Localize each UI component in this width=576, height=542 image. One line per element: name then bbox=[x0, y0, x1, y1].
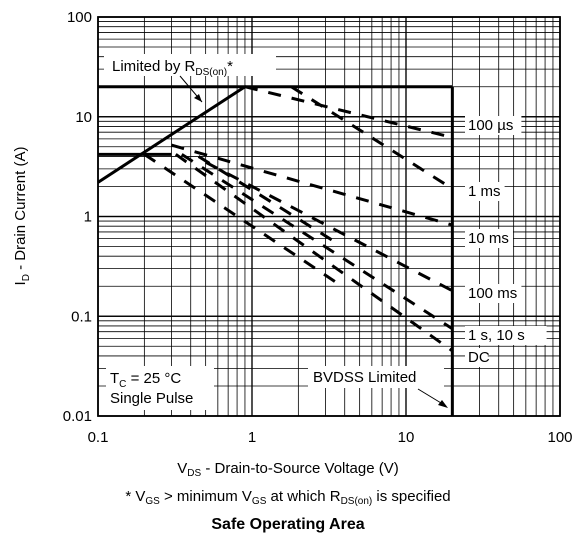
bvdss-arrow-head bbox=[438, 400, 448, 408]
series-label-4: 1 s, 10 s bbox=[468, 327, 525, 344]
x-axis-label: VDS - Drain-to-Source Voltage (V) bbox=[177, 460, 399, 479]
conditions-bg bbox=[106, 366, 214, 410]
bvdss-label: BVDSS Limited bbox=[313, 369, 416, 386]
series-label-3: 100 ms bbox=[468, 285, 517, 302]
bvdss-label-bg bbox=[308, 366, 444, 388]
series-line-2 bbox=[171, 143, 453, 227]
series-label-bg-3 bbox=[465, 284, 522, 303]
x-tick-labels: 0.1 1 10 100 bbox=[88, 429, 573, 446]
series-line-4 bbox=[180, 153, 454, 330]
grid-lines bbox=[97, 16, 561, 417]
x-tick-label: 0.1 bbox=[88, 429, 109, 446]
x-tick-label: 1 bbox=[248, 429, 256, 446]
plot-frame bbox=[97, 16, 561, 417]
series-label-bg-1 bbox=[465, 182, 505, 201]
rds-limit-label: Limited by RDS(on)* bbox=[112, 58, 233, 78]
series-label-bg-5 bbox=[465, 348, 488, 367]
series-label-bg-2 bbox=[465, 229, 513, 248]
footnote: * VGS > minimum VGS at which RDS(on) is … bbox=[125, 488, 451, 507]
y-tick-label: 1 bbox=[84, 209, 92, 226]
series-label-1: 1 ms bbox=[468, 183, 501, 200]
y-tick-labels: 0.01 0.1 1 10 100 bbox=[63, 9, 92, 425]
y-tick-label: 0.1 bbox=[71, 308, 92, 325]
y-tick-label: 0.01 bbox=[63, 408, 92, 425]
series-label-0: 100 µs bbox=[468, 117, 513, 134]
series-label-bg-0 bbox=[465, 116, 522, 135]
rds-label-bg bbox=[104, 54, 276, 76]
boundary-rds-on-line bbox=[97, 85, 246, 184]
x-tick-label: 100 bbox=[547, 429, 572, 446]
series-line-6 bbox=[143, 153, 337, 284]
rds-arrow-head bbox=[194, 94, 202, 102]
soa-chart: 100 µs 1 ms 10 ms 100 ms 1 s, 10 s DC Limited … bbox=[12, 9, 573, 446]
series-line-1 bbox=[290, 85, 454, 190]
series-line-0 bbox=[244, 85, 453, 139]
series-label-bg-4 bbox=[465, 326, 547, 345]
y-tick-label: 10 bbox=[75, 109, 92, 126]
y-axis-label: ID - Drain Current (A) bbox=[12, 147, 32, 286]
series-label-5: DC bbox=[468, 349, 490, 366]
x-tick-label: 10 bbox=[398, 429, 415, 446]
chart-title: Safe Operating Area bbox=[211, 516, 365, 533]
curves bbox=[97, 85, 454, 416]
annotations: 100 µs 1 ms 10 ms 100 ms 1 s, 10 s DC Limited … bbox=[104, 54, 547, 410]
series-line-7 bbox=[197, 155, 337, 244]
condition-single-pulse: Single Pulse bbox=[110, 390, 193, 407]
series-line-5 bbox=[174, 153, 454, 353]
y-tick-label: 100 bbox=[67, 9, 92, 26]
series-label-2: 10 ms bbox=[468, 230, 509, 247]
condition-tc: TC = 25 °C bbox=[110, 370, 181, 390]
